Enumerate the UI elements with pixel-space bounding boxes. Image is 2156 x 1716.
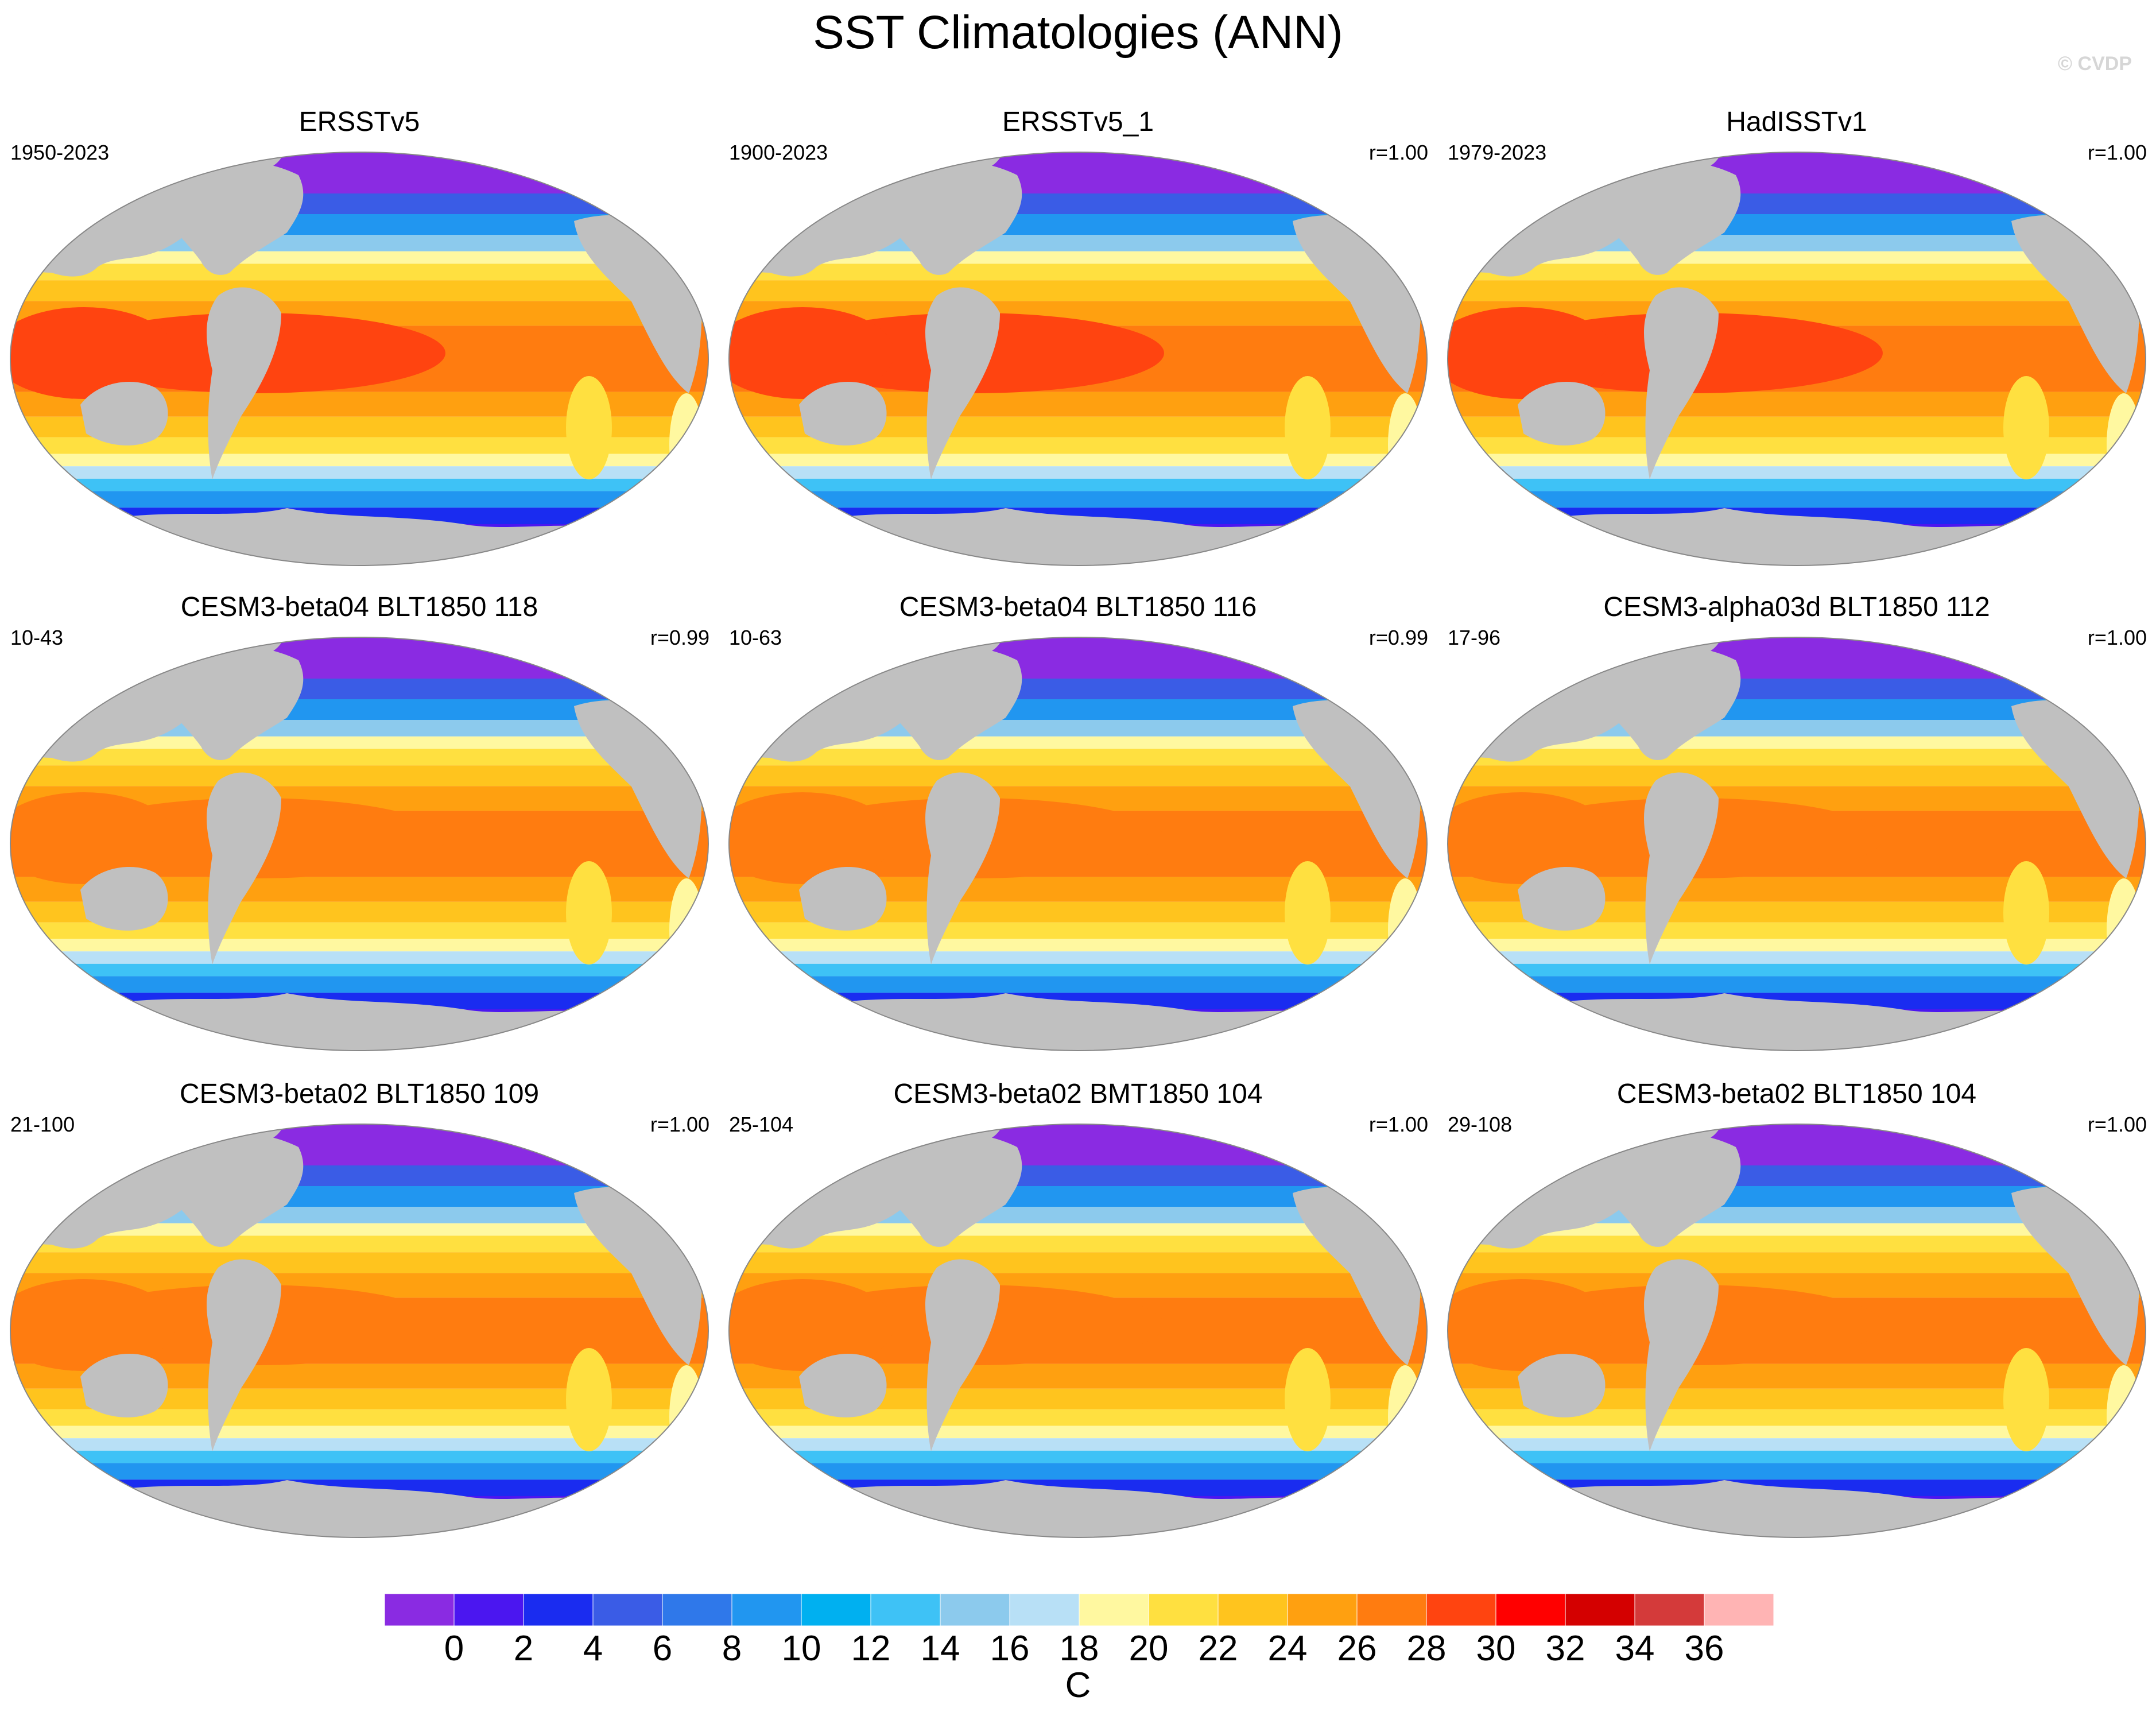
map-panel: CESM3-beta02 BLT1850 104 29-108 r=1.00 — [1437, 1078, 2156, 1566]
colorbar-swatch — [1356, 1593, 1427, 1626]
colorbar-tick-label: 18 — [1059, 1629, 1099, 1668]
panel-years: 21-100 — [10, 1113, 75, 1136]
panel-years: 10-63 — [729, 626, 782, 649]
panel-correlation: r=1.00 — [1368, 141, 1428, 164]
sst-map — [1447, 637, 2146, 1051]
colorbar-swatch — [940, 1593, 1010, 1626]
panel-correlation: r=1.00 — [2087, 141, 2147, 164]
map-panel: ERSSTv5_1 1900-2023 r=1.00 — [719, 106, 1437, 594]
sst-map — [1447, 152, 2146, 566]
panel-correlation: r=0.99 — [1368, 626, 1428, 649]
panel-years: 1979-2023 — [1448, 141, 1547, 164]
panel-years: 1900-2023 — [729, 141, 828, 164]
colorbar-swatch — [384, 1593, 455, 1626]
colorbar-tick-label: 4 — [583, 1629, 603, 1668]
colorbar-swatch — [801, 1593, 871, 1626]
map-panel: CESM3-beta04 BLT1850 118 10-43 r=0.99 — [0, 591, 719, 1079]
panel-title: CESM3-beta02 BLT1850 109 — [179, 1079, 540, 1109]
colorbar-tick-label: 22 — [1198, 1629, 1238, 1668]
colorbar-swatch — [1148, 1593, 1219, 1626]
colorbar-tick-label: 12 — [851, 1629, 891, 1668]
colorbar-tick-label: 32 — [1545, 1629, 1585, 1668]
map-panel: ERSSTv5 1950-2023 — [0, 106, 719, 594]
colorbar-swatch — [1495, 1593, 1566, 1626]
colorbar-tick-label: 28 — [1406, 1629, 1447, 1668]
panel-correlation: r=1.00 — [1368, 1113, 1428, 1136]
colorbar-swatch — [1704, 1593, 1774, 1626]
colorbar-tick-label: 26 — [1337, 1629, 1377, 1668]
sst-map — [1447, 1124, 2146, 1538]
colorbar-swatch — [1426, 1593, 1496, 1626]
panel-years: 1950-2023 — [10, 141, 110, 164]
sst-map — [10, 637, 709, 1051]
panel-title: ERSSTv5 — [298, 107, 420, 137]
panel-correlation: r=1.00 — [2087, 1113, 2147, 1136]
colorbar-swatch — [1079, 1593, 1149, 1626]
sst-map — [10, 1124, 709, 1538]
colorbar-tick-label: 8 — [722, 1629, 742, 1668]
colorbar-swatch — [1217, 1593, 1288, 1626]
panel-title: ERSSTv5_1 — [1002, 107, 1154, 137]
map-panel: CESM3-beta02 BMT1850 104 25-104 r=1.00 — [719, 1078, 1437, 1566]
colorbar-tick-label: 20 — [1129, 1629, 1169, 1668]
panel-correlation: r=1.00 — [650, 1113, 709, 1136]
map-panel: CESM3-beta02 BLT1850 109 21-100 r=1.00 — [0, 1078, 719, 1566]
sst-map — [10, 152, 709, 566]
colorbar-swatch — [870, 1593, 941, 1626]
panel-title: CESM3-alpha03d BLT1850 112 — [1603, 592, 1990, 622]
colorbar-tick-label: 10 — [781, 1629, 821, 1668]
colorbar-swatch — [1565, 1593, 1635, 1626]
panel-title: CESM3-beta04 BLT1850 118 — [180, 592, 538, 622]
sst-map — [728, 1124, 1428, 1538]
colorbar-swatch — [731, 1593, 802, 1626]
colorbar-swatch — [453, 1593, 524, 1626]
colorbar-tick-label: 6 — [652, 1629, 673, 1668]
colorbar-swatch — [662, 1593, 732, 1626]
colorbar-unit: C — [1065, 1665, 1091, 1705]
sst-map — [728, 152, 1428, 566]
colorbar-swatch — [1634, 1593, 1705, 1626]
colorbar-tick-label: 0 — [444, 1629, 464, 1668]
colorbar-tick-label: 2 — [513, 1629, 534, 1668]
panel-years: 25-104 — [729, 1113, 794, 1136]
colorbar-swatch — [1009, 1593, 1080, 1626]
panel-title: CESM3-beta02 BMT1850 104 — [893, 1079, 1263, 1109]
colorbar-swatch — [1287, 1593, 1358, 1626]
panel-correlation: r=1.00 — [2087, 626, 2147, 649]
colorbar-tick-label: 14 — [920, 1629, 960, 1668]
figure-title: SST Climatologies (ANN) — [813, 6, 1343, 59]
panel-title: HadISSTv1 — [1726, 107, 1867, 137]
map-panel: CESM3-beta04 BLT1850 116 10-63 r=0.99 — [719, 591, 1437, 1079]
panel-years: 10-43 — [10, 626, 64, 649]
sst-map — [728, 637, 1428, 1051]
panel-years: 17-96 — [1448, 626, 1501, 649]
copyright-watermark: © CVDP — [2058, 53, 2132, 75]
colorbar-tick-label: 36 — [1684, 1629, 1724, 1668]
colorbar-tick-label: 16 — [990, 1629, 1030, 1668]
panel-years: 29-108 — [1448, 1113, 1513, 1136]
colorbar-swatch — [592, 1593, 663, 1626]
map-panel: CESM3-alpha03d BLT1850 112 17-96 r=1.00 — [1437, 591, 2156, 1079]
map-panel: HadISSTv1 1979-2023 r=1.00 — [1437, 106, 2156, 594]
colorbar-tick-label: 24 — [1267, 1629, 1308, 1668]
panel-title: CESM3-beta02 BLT1850 104 — [1616, 1079, 1977, 1109]
panel-correlation: r=0.99 — [650, 626, 709, 649]
colorbar-tick-label: 30 — [1476, 1629, 1516, 1668]
colorbar-tick-label: 34 — [1615, 1629, 1655, 1668]
colorbar-swatch — [523, 1593, 594, 1626]
panel-title: CESM3-beta04 BLT1850 116 — [899, 592, 1257, 622]
